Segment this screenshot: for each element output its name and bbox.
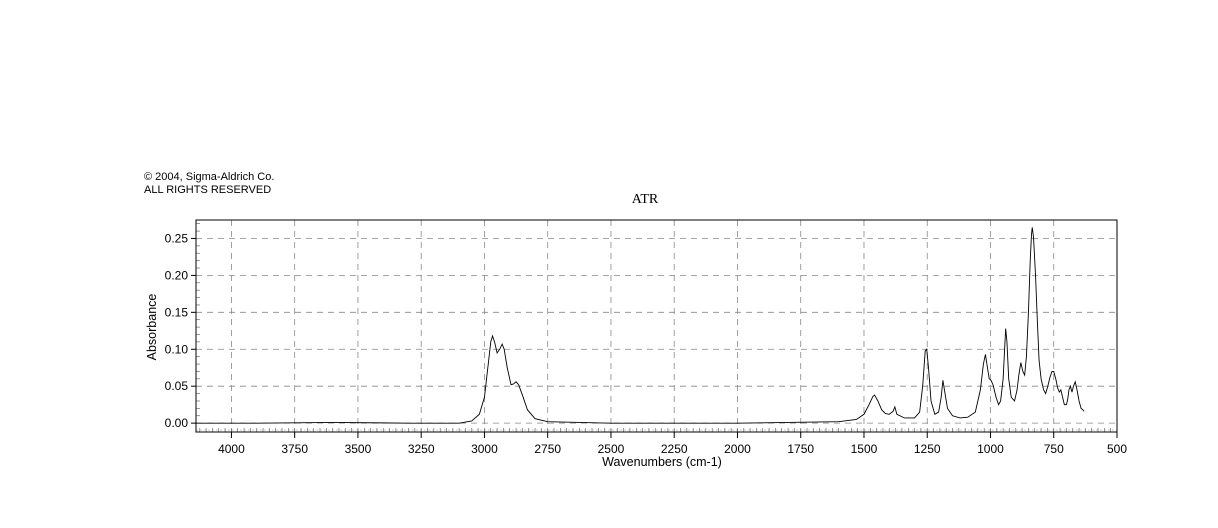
x-tick-label: 1750 [787,442,814,456]
x-tick-label: 2000 [724,442,751,456]
copyright-notice: © 2004, Sigma-Aldrich Co. ALL RIGHTS RES… [144,171,274,197]
x-tick-label: 3000 [471,442,498,456]
copyright-line-2: ALL RIGHTS RESERVED [144,184,272,196]
x-tick-label: 1000 [977,442,1004,456]
spectrum-line [196,227,1085,424]
x-tick-label: 4000 [218,442,245,456]
copyright-line-1: © 2004, Sigma-Aldrich Co. [144,171,275,183]
y-tick-label: 0.00 [165,416,189,430]
x-tick-label: 2500 [598,442,625,456]
y-tick-label: 0.15 [165,305,189,319]
minor-ticks [196,223,1117,432]
x-tick-label: 500 [1107,442,1127,456]
x-tick-label: 3250 [408,442,435,456]
y-tick-label: 0.25 [165,231,189,245]
chart-title: ATR [632,192,659,207]
x-axis-label: Wavenumbers (cm-1) [602,455,722,469]
x-tick-label: 2250 [661,442,688,456]
x-tick-label: 1250 [914,442,941,456]
grid-layer [196,220,1117,432]
x-tick-label: 3500 [345,442,372,456]
y-tick-label: 0.20 [165,268,189,282]
x-axis-ticks: 4000 3750 3500 3250 3000 2750 2500 2250 2000 1750… [218,432,1127,456]
y-tick-label: 0.10 [165,342,189,356]
y-tick-label: 0.05 [165,379,189,393]
y-axis-label: Absorbance [145,294,159,361]
plot-frame [195,219,1118,433]
x-tick-label: 1500 [851,442,878,456]
x-tick-label: 2750 [534,442,561,456]
x-tick-label: 3750 [281,442,308,456]
y-axis-ticks: 0.00 0.05 0.10 0.15 0.20 0.25 [165,231,196,430]
x-tick-label: 750 [1044,442,1064,456]
